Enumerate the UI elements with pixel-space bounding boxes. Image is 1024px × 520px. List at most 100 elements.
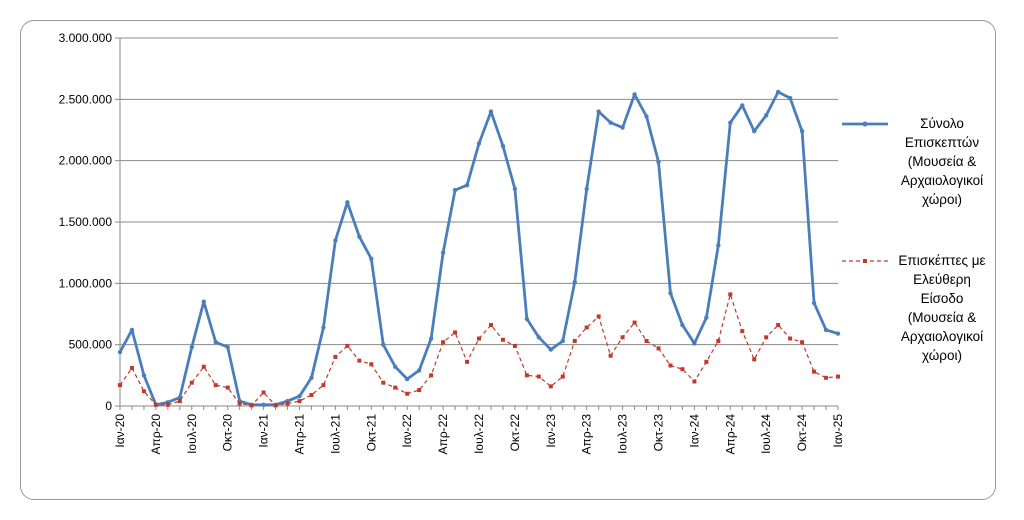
data-point <box>560 338 565 344</box>
data-point <box>393 364 398 369</box>
data-point <box>129 365 134 370</box>
data-point <box>464 183 470 188</box>
data-point <box>680 322 685 328</box>
data-point <box>728 120 733 125</box>
x-axis-ticks: Ιαν-20 Απρ-20 Ιουλ-20 Οκτ-20 Ιαν-21 Απρ-21 Ιου… <box>113 414 845 455</box>
data-point <box>512 343 517 348</box>
data-point <box>297 399 302 404</box>
data-point <box>333 354 338 359</box>
data-point <box>608 120 613 125</box>
data-point <box>381 380 386 385</box>
data-point <box>153 402 158 407</box>
data-point <box>740 103 745 108</box>
legend-swatch-marker <box>862 121 868 127</box>
x-tick-label: Ιουλ-24 <box>759 414 773 454</box>
y-tick-label: 2.500.000 <box>59 92 113 106</box>
data-point <box>213 340 218 345</box>
x-tick-label: Ιαν-24 <box>687 414 701 448</box>
data-point <box>668 290 673 296</box>
data-point <box>799 129 805 134</box>
data-point <box>381 342 386 347</box>
data-point <box>177 399 182 404</box>
data-point <box>141 389 146 394</box>
data-point <box>452 187 458 193</box>
chart-frame <box>20 20 996 500</box>
x-tick-label: Ιαν-20 <box>113 414 127 448</box>
data-point <box>704 359 709 364</box>
data-point <box>118 383 122 388</box>
x-tick-label: Απρ-24 <box>723 414 737 455</box>
data-point <box>201 299 206 304</box>
data-point <box>644 338 649 343</box>
data-point <box>632 320 637 325</box>
data-point <box>357 358 362 363</box>
data-point <box>321 325 326 330</box>
y-axis-ticks: 3.000.000 2.500.000 2.000.000 1.500.000 1.00… <box>59 31 113 413</box>
x-tick-label: Οκτ-23 <box>652 414 666 452</box>
data-point <box>752 357 757 362</box>
data-point <box>165 402 170 407</box>
data-point <box>787 95 793 101</box>
x-tick-label: Ιουλ-20 <box>185 414 199 454</box>
series-line-1 <box>118 90 839 407</box>
data-point <box>429 373 434 378</box>
data-point <box>273 403 278 408</box>
legend-label-1: Επισκεπτών <box>905 135 979 150</box>
data-point <box>584 325 589 330</box>
legend-label-2: χώροι) <box>922 348 962 363</box>
x-tick-label: Οκτ-20 <box>221 414 235 452</box>
data-point <box>297 393 302 399</box>
data-point <box>716 243 721 248</box>
data-point <box>488 109 494 114</box>
data-point <box>417 388 422 393</box>
data-point <box>572 279 577 285</box>
x-tick-label: Απρ-22 <box>436 414 450 455</box>
series-layer <box>117 89 841 408</box>
grid-lines <box>120 37 838 346</box>
legend-label-1: Σύνολο <box>920 116 964 131</box>
data-point <box>812 369 817 374</box>
data-point <box>405 376 410 382</box>
data-point <box>440 250 446 255</box>
data-point <box>141 373 147 378</box>
data-point <box>237 401 242 406</box>
data-point <box>620 125 625 130</box>
data-point <box>752 129 757 134</box>
data-point <box>524 373 529 378</box>
x-tick-label: Απρ-21 <box>293 414 307 455</box>
data-point <box>776 323 781 328</box>
data-point <box>129 327 135 333</box>
data-point <box>488 323 493 328</box>
data-point <box>428 336 434 341</box>
data-point <box>716 338 721 343</box>
data-point <box>800 340 805 345</box>
data-point <box>608 353 613 358</box>
data-point <box>775 89 781 95</box>
data-point <box>548 347 553 352</box>
data-point <box>189 344 194 350</box>
legend-label-1: (Μουσεία & <box>908 154 977 169</box>
data-point <box>572 338 577 343</box>
data-point <box>333 238 338 243</box>
legend: Σύνολο Επισκεπτών (Μουσεία & Αρχαιολογικοί χ… <box>842 116 986 363</box>
legend-label-2: Ελεύθερη <box>913 272 971 287</box>
x-tick-label: Ιαν-21 <box>257 414 271 448</box>
data-point <box>764 113 769 118</box>
data-point <box>823 327 829 333</box>
data-point <box>416 368 422 373</box>
data-point <box>596 109 601 114</box>
x-tick-label: Οκτ-24 <box>795 414 809 452</box>
data-point <box>692 341 697 346</box>
data-point <box>835 331 841 336</box>
data-point <box>620 335 625 340</box>
data-point <box>345 200 350 205</box>
y-tick-label: 1.000.000 <box>59 276 113 290</box>
data-point <box>225 344 230 350</box>
y-tick-label: 1.500.000 <box>59 215 113 229</box>
data-point <box>393 385 398 390</box>
data-point <box>788 336 793 341</box>
data-point <box>453 330 458 335</box>
data-point <box>680 367 685 372</box>
data-point <box>512 186 518 192</box>
